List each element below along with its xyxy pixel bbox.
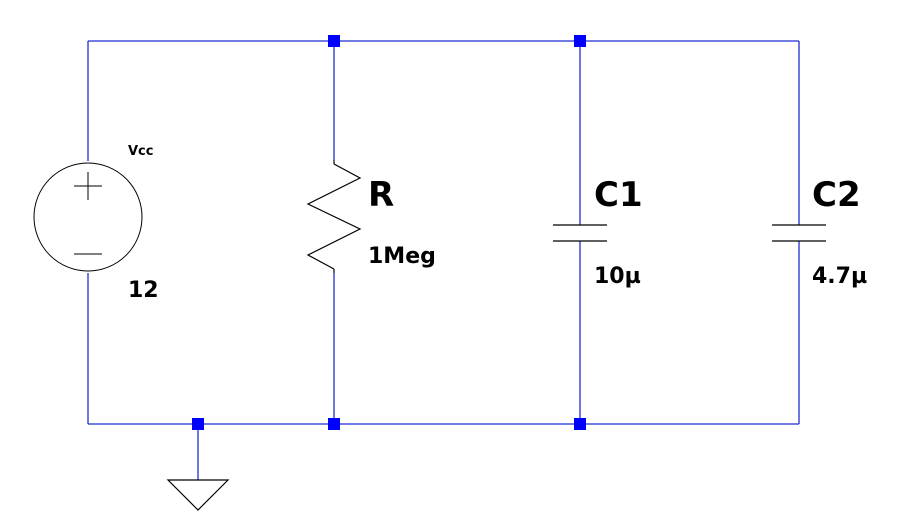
resistor-icon[interactable] (306, 160, 362, 273)
resistor-name-label: R (368, 175, 395, 215)
junction-node[interactable] (574, 418, 586, 430)
junction-node[interactable] (328, 418, 340, 430)
c1-value-label: 10µ (594, 264, 641, 289)
c2-value-label: 4.7µ (812, 264, 868, 289)
capacitor-icon[interactable] (772, 224, 826, 242)
ground-icon[interactable] (166, 479, 230, 511)
junction-node[interactable] (328, 35, 340, 47)
source-value-label: 12 (128, 278, 159, 303)
junction-node[interactable] (192, 418, 204, 430)
capacitor-icon[interactable] (553, 224, 607, 242)
junction-node[interactable] (574, 35, 586, 47)
voltage-source-icon[interactable] (33, 162, 143, 272)
source-name-label: Vcc (128, 144, 154, 159)
wires (87, 40, 800, 480)
junction-nodes (192, 35, 586, 430)
resistor-value-label: 1Meg (368, 244, 436, 269)
c2-name-label: C2 (812, 175, 861, 215)
c1-name-label: C1 (594, 175, 643, 215)
